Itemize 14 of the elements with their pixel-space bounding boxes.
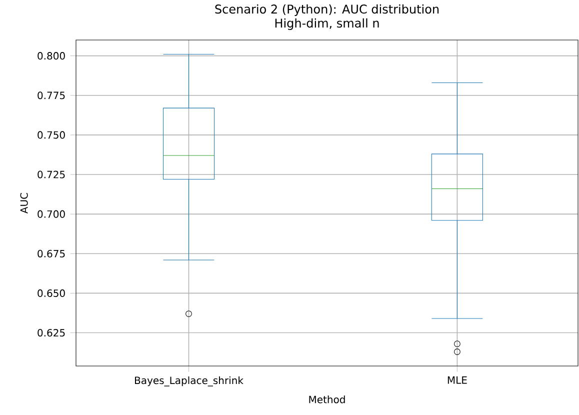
y-tick-label: 0.650 <box>38 289 65 297</box>
x-tick-label: MLE <box>448 376 467 384</box>
y-tick-label: 0.775 <box>38 92 65 100</box>
y-tick-label: 0.700 <box>38 210 65 218</box>
y-axis-title: AUC <box>20 192 28 214</box>
chart-title: Scenario 2 (Python): AUC distribution <box>215 4 439 16</box>
x-tick-label: Bayes_Laplace_shrink <box>135 376 244 386</box>
y-tick-label: 0.625 <box>38 328 65 337</box>
x-axis-title: Method <box>309 396 345 404</box>
y-tick-label: 0.750 <box>38 131 65 139</box>
y-tick-label: 0.725 <box>38 170 65 178</box>
chart-subtitle: High-dim, small n <box>275 18 379 30</box>
y-tick-label: 0.675 <box>38 250 65 258</box>
y-tick-label: 0.800 <box>38 52 65 60</box>
